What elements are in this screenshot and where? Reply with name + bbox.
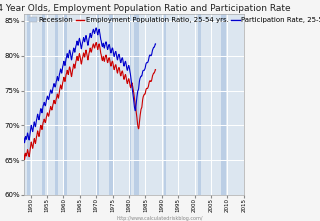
Bar <box>55 14 58 195</box>
Title: 25-54 Year Olds, Employment Population Ratio and Participation Rate: 25-54 Year Olds, Employment Population R… <box>0 4 291 13</box>
Bar <box>64 14 67 195</box>
Bar <box>198 14 201 195</box>
Legend: Recession, Employment Population Ratio, 25-54 yrs., Participation Rate, 25-54 yr: Recession, Employment Population Ratio, … <box>28 16 320 24</box>
Bar <box>27 14 30 195</box>
Bar <box>96 14 99 195</box>
Bar <box>134 14 139 195</box>
Bar <box>164 14 166 195</box>
Bar <box>220 14 226 195</box>
Bar <box>42 14 45 195</box>
Text: http://www.calculatedriskblog.com/: http://www.calculatedriskblog.com/ <box>117 216 203 221</box>
Bar <box>129 14 131 195</box>
Bar <box>109 14 113 195</box>
